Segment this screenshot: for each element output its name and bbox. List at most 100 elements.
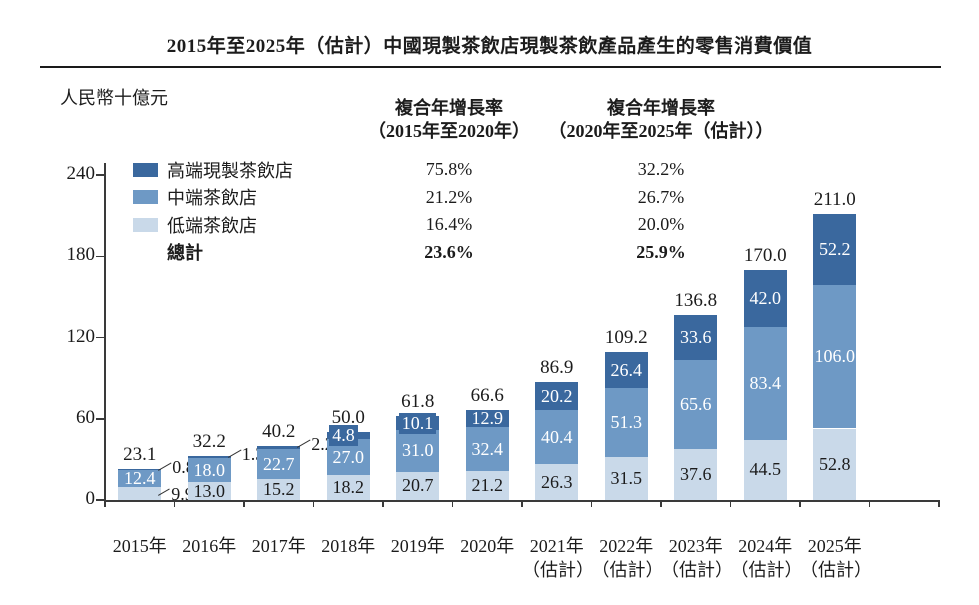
cagr-value: 25.9% xyxy=(636,241,686,262)
y-axis-tick xyxy=(96,336,104,339)
bar-value-label-low: 26.3 xyxy=(541,471,573,492)
x-axis-tick xyxy=(660,500,662,507)
bar-value-label-mid: 65.6 xyxy=(680,394,712,415)
bar-segment-mid xyxy=(535,409,579,465)
x-tick-label: 2015年 xyxy=(112,536,167,556)
x-axis-tick xyxy=(729,500,732,507)
bar-value-label-low: 18.2 xyxy=(332,477,365,498)
bar-value-label-mid: 22.7 xyxy=(263,453,295,474)
x-tick-label: 2017年 xyxy=(251,536,306,556)
x-tick-sublabel: （估計） xyxy=(661,560,733,580)
bar-segment-high xyxy=(187,456,231,458)
x-tick-label: 2020年 xyxy=(460,536,515,556)
bar-value-label-mid: 31.0 xyxy=(402,440,434,461)
bar-value-label-low: 13.0 xyxy=(193,480,226,501)
cagr-values-2020-2025: 32.2% 26.7% 20.0% 25.9% xyxy=(496,156,826,266)
x-axis-tick xyxy=(243,500,245,507)
x-axis-tick xyxy=(104,500,106,507)
bar-segment-high xyxy=(257,445,301,449)
cagr-header-2015-2020-line2: （2015年至2020年） xyxy=(368,121,530,141)
x-axis-tick xyxy=(521,500,523,507)
bar-segment-high xyxy=(743,269,787,327)
y-tick-label: 0 xyxy=(85,488,96,509)
bar-value-label-high: 4.8 xyxy=(329,425,358,447)
cagr-header-2015-2020-line1: 複合年增長率 xyxy=(395,98,503,118)
x-axis-tick xyxy=(451,500,454,507)
bar-segment-mid xyxy=(396,429,440,472)
y-axis-tick xyxy=(96,418,104,420)
cagr-header-2020-2025-line1: 複合年增長率 xyxy=(607,98,715,118)
bar-value-label-low: 21.2 xyxy=(471,475,504,496)
bar-total-label: 211.0 xyxy=(813,189,856,211)
bar-value-label-mid: 83.4 xyxy=(749,372,782,393)
x-tick-label: 2021年 xyxy=(529,536,584,556)
bar-total-label: 23.1 xyxy=(123,443,157,465)
y-axis-tick xyxy=(96,499,104,501)
bar-value-label-low: 20.7 xyxy=(402,475,434,496)
x-tick-label: 2016年 xyxy=(182,536,237,556)
bar-value-label-high: 20.2 xyxy=(541,385,573,406)
bar-segment-low xyxy=(535,464,579,500)
legend-item-label: 中端茶飲店 xyxy=(167,188,257,209)
bar-value-label-high: 33.6 xyxy=(680,327,712,347)
x-tick-label: 2025年 xyxy=(807,536,862,556)
bar-value-label-high: 52.2 xyxy=(819,239,851,260)
bar-segment-high xyxy=(535,382,579,410)
legend-swatch xyxy=(133,162,158,177)
title-underline xyxy=(40,66,941,68)
bar-total-label: 50.0 xyxy=(331,407,365,429)
bar-segment-low xyxy=(813,428,857,500)
bar-total-label: 32.2 xyxy=(192,431,226,453)
bar-value-label-high: 26.4 xyxy=(610,359,643,380)
x-tick-sublabel: （估計） xyxy=(800,560,872,580)
bar-value-label-low: 37.6 xyxy=(680,464,712,485)
cagr-value: 16.4% xyxy=(425,214,473,234)
legend-swatch xyxy=(133,217,158,232)
bar-value-label-low: 15.2 xyxy=(263,479,295,500)
bar-segment-low xyxy=(743,439,787,500)
bar-total-label: 61.8 xyxy=(401,391,435,413)
bar-segment-low xyxy=(118,486,162,500)
x-axis-tick xyxy=(382,500,384,507)
bar-segment-low xyxy=(674,449,718,500)
bar-segment-high xyxy=(604,352,648,388)
cagr-value: 32.2% xyxy=(637,159,685,179)
y-tick-label: 120 xyxy=(66,325,96,347)
legend: 高端現製茶飲店 中端茶飲店 低端茶飲店 總計 xyxy=(133,156,293,266)
x-tick-label: 2018年 xyxy=(321,536,376,556)
cagr-value: 21.2% xyxy=(425,186,473,207)
y-axis-tick xyxy=(96,174,104,176)
legend-item-label: 高端現製茶飲店 xyxy=(167,160,293,181)
x-tick-sublabel: （估計） xyxy=(591,560,664,580)
x-axis-tick xyxy=(938,500,940,507)
x-axis-tick xyxy=(312,500,315,507)
bar-segment-low xyxy=(187,482,231,500)
cagr-header-2015-2020: 複合年增長率 （2015年至2020年） xyxy=(309,97,589,143)
x-axis-tick xyxy=(590,500,593,507)
bar-value-label-high: 10.1 xyxy=(398,412,437,434)
bar-segment-high xyxy=(674,314,718,361)
bar-total-label: 66.6 xyxy=(470,384,504,406)
cagr-header-2020-2025-line2: （2020年至2025年（估計）） xyxy=(548,121,774,141)
bar-total-label: 40.2 xyxy=(262,420,296,442)
bar-value-label-high: 42.0 xyxy=(749,287,782,308)
bar-segment-mid xyxy=(813,284,857,429)
cagr-header-2020-2025: 複合年增長率 （2020年至2025年（估計）） xyxy=(496,97,826,143)
x-axis-tick xyxy=(868,500,871,507)
bar-value-label-mid: 27.0 xyxy=(332,446,365,467)
cagr-values-2015-2020: 75.8% 21.2% 16.4% 23.6% xyxy=(309,156,589,266)
legend-item-label: 低端茶飲店 xyxy=(167,215,257,236)
y-axis-unit-label: 人民幣十億元 xyxy=(60,88,168,108)
bar-segment-high xyxy=(813,214,857,285)
bar-total-label: 86.9 xyxy=(540,357,574,379)
y-axis-line xyxy=(104,163,106,502)
bar-segment-low xyxy=(604,457,648,500)
bar-segment-high xyxy=(465,409,509,428)
legend-item: 中端茶飲店 xyxy=(133,184,293,212)
legend-swatch xyxy=(133,190,158,205)
x-tick-label: 2022年 xyxy=(599,536,654,556)
bar-total-label: 136.8 xyxy=(674,289,718,311)
x-axis-tick xyxy=(799,500,801,507)
bar-segment-mid xyxy=(674,360,718,450)
x-tick-sublabel: （估計） xyxy=(730,560,803,580)
